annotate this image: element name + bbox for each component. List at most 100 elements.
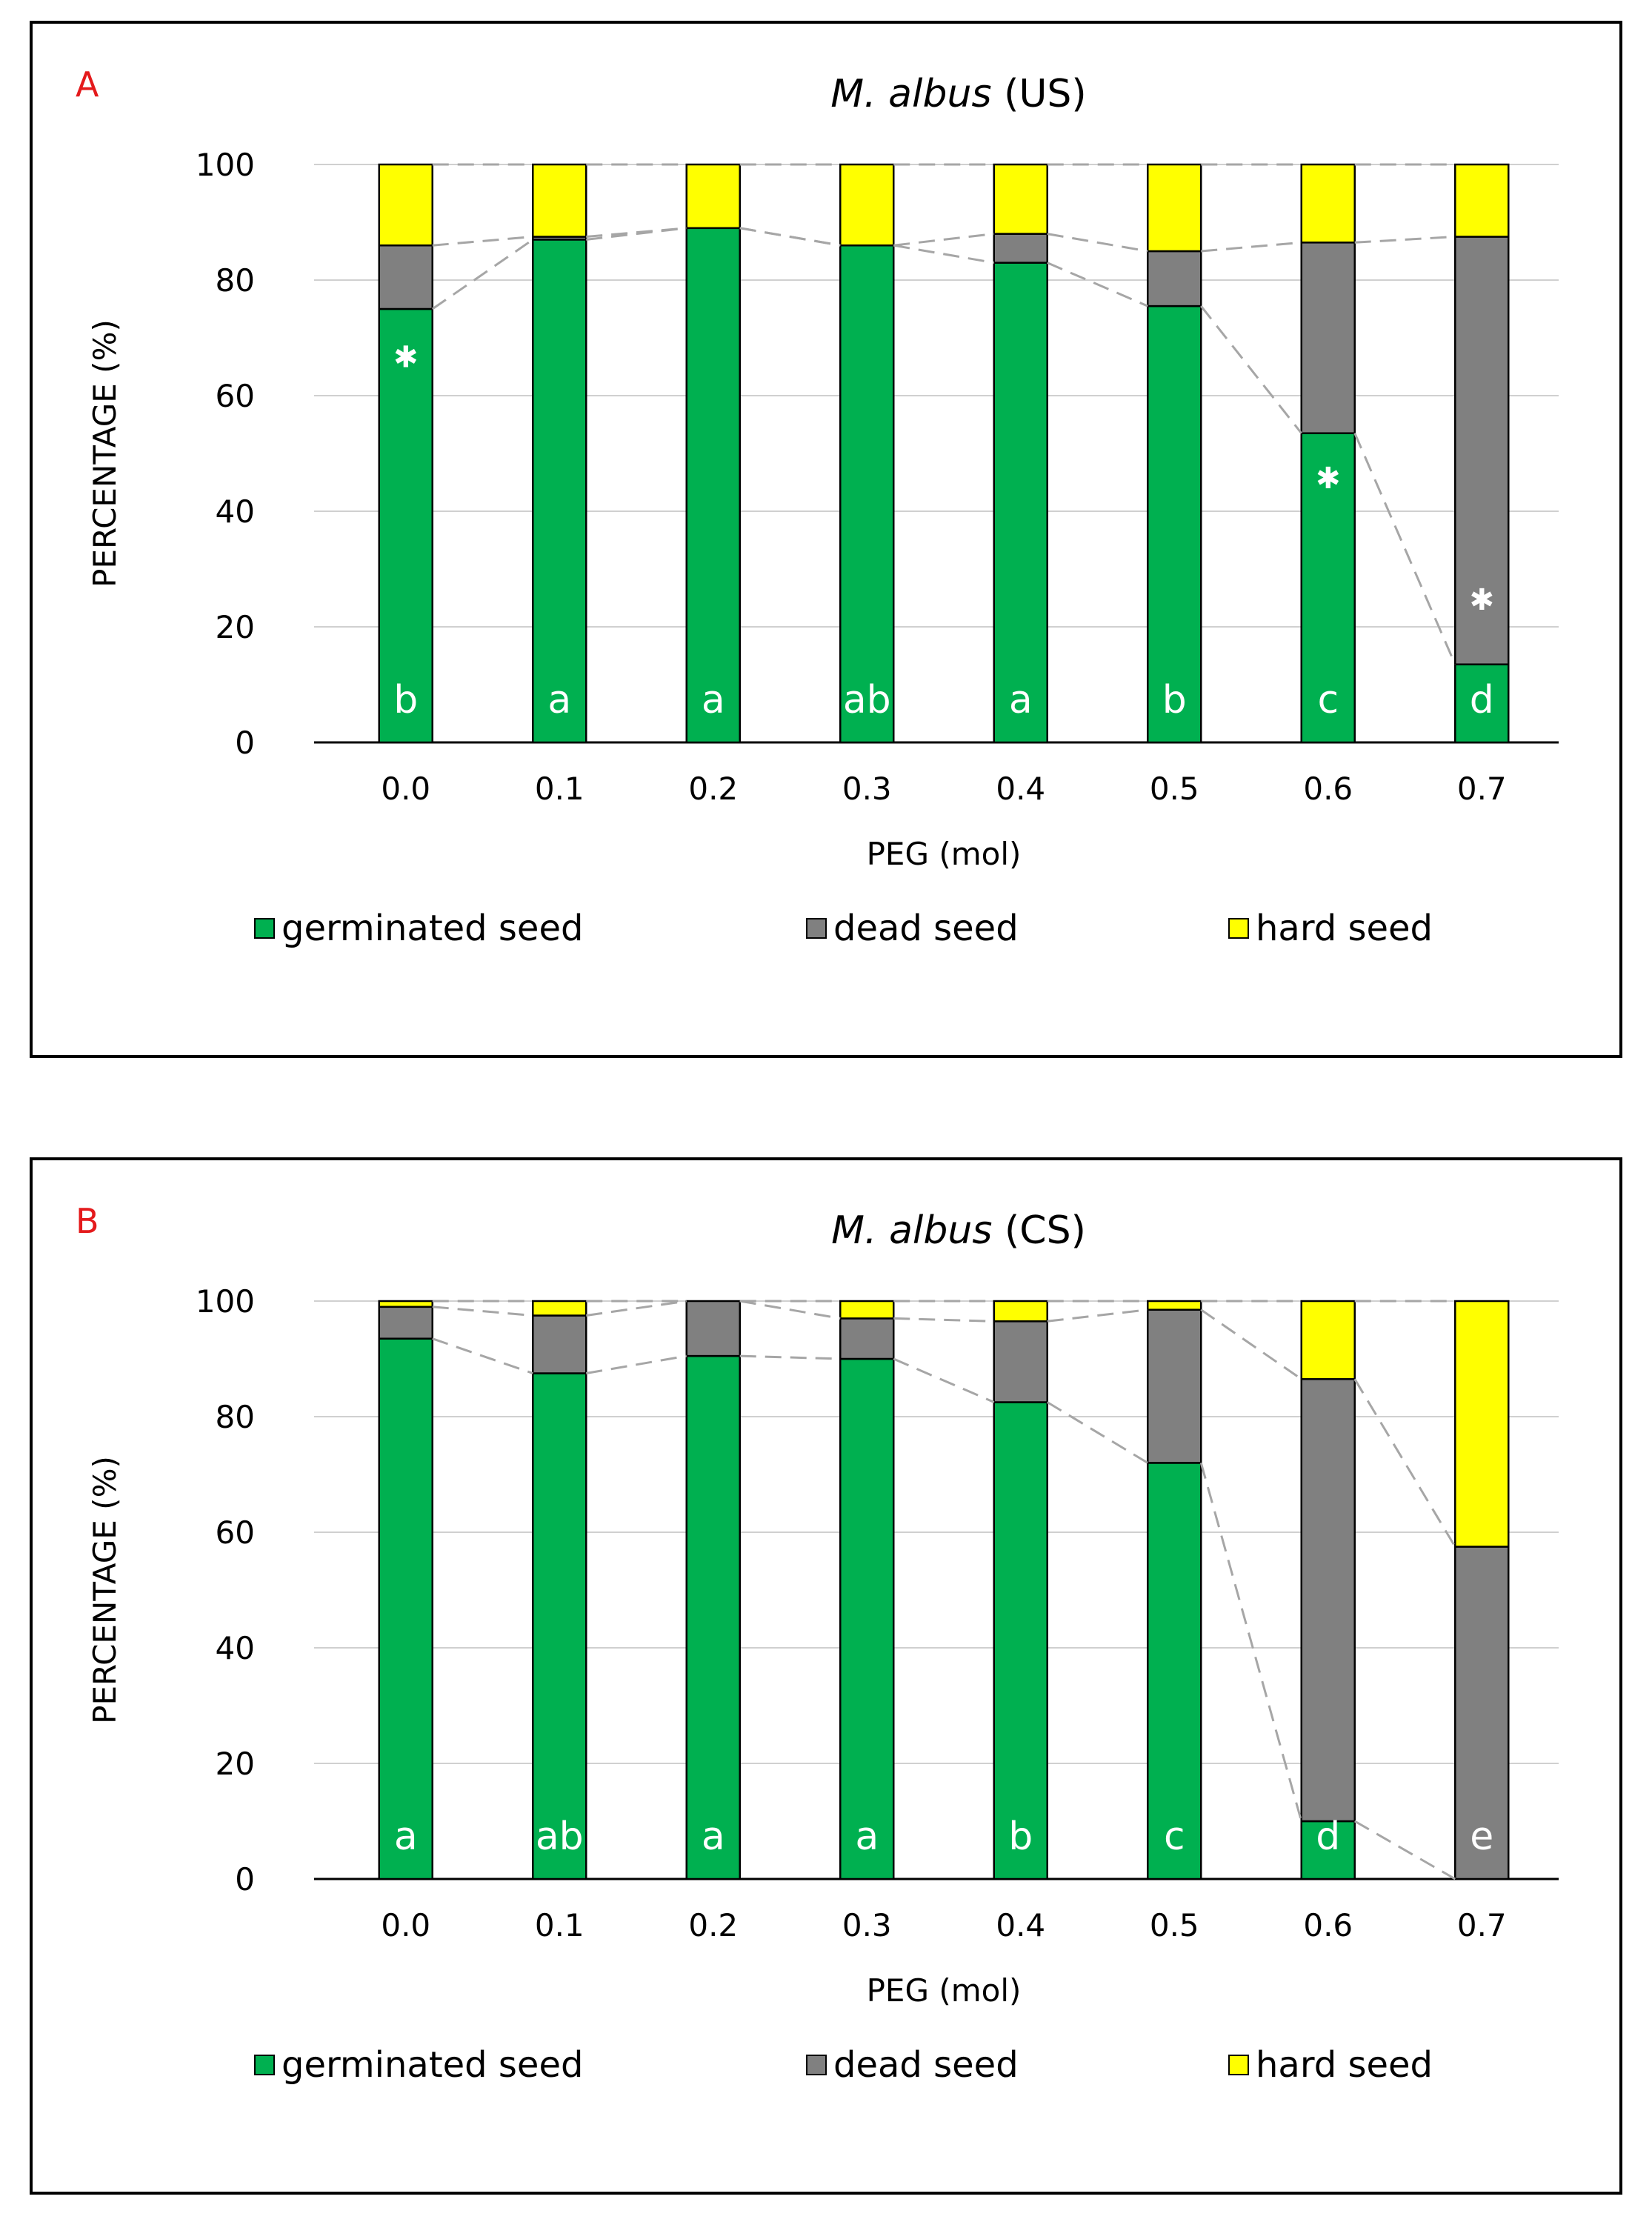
x-tick-label: 0.2 bbox=[688, 1907, 738, 1943]
significance-letter: a bbox=[702, 678, 725, 722]
y-tick-label: 20 bbox=[216, 1746, 255, 1782]
significance-letter: a bbox=[394, 1815, 418, 1859]
bar-germinated-segment bbox=[378, 1337, 433, 1880]
x-axis-label: PEG (mol) bbox=[867, 1972, 1022, 2009]
bar-germinated-segment bbox=[532, 239, 587, 744]
significance-letter: a bbox=[855, 1815, 879, 1859]
significance-letter: c bbox=[1317, 678, 1339, 722]
bar-dead-segment bbox=[1147, 250, 1202, 307]
significance-asterisk: ✱ bbox=[1469, 583, 1494, 617]
significance-letter: ab bbox=[843, 678, 891, 722]
title-suffix: (US) bbox=[1004, 72, 1087, 116]
series-connector-line bbox=[739, 227, 841, 247]
bar-hard-segment bbox=[1300, 1300, 1356, 1380]
bar-hard-segment bbox=[1300, 163, 1356, 244]
series-connector-line bbox=[1047, 1308, 1148, 1323]
y-tick-label: 0 bbox=[235, 725, 255, 761]
legend-label: dead seed bbox=[833, 2044, 1019, 2086]
bar-hard-segment bbox=[993, 163, 1048, 235]
legend-swatch bbox=[1228, 918, 1249, 939]
legend-swatch bbox=[254, 2055, 275, 2075]
legend-swatch bbox=[806, 2055, 827, 2075]
bar-hard-segment bbox=[378, 163, 433, 247]
significance-letter: d bbox=[1316, 1815, 1340, 1859]
bar-dead-segment bbox=[378, 244, 433, 310]
y-tick-label: 60 bbox=[216, 378, 255, 414]
bar-germinated-segment bbox=[1300, 432, 1356, 744]
bar-hard-segment bbox=[378, 1300, 433, 1308]
series-connector-line bbox=[432, 236, 533, 247]
series-connector-line bbox=[1354, 236, 1456, 244]
significance-letter: ab bbox=[536, 1815, 584, 1859]
bar-germinated-segment bbox=[378, 307, 433, 744]
series-connector-line bbox=[585, 1354, 687, 1374]
chart-title: M. albus (CS) bbox=[831, 1208, 1086, 1253]
significance-letter: a bbox=[1009, 678, 1033, 722]
bar-dead-segment bbox=[1147, 1308, 1202, 1464]
chart-a-svg: A M. albus (US) 0 20 40 60 80 100 PERCENTAGE (%)… bbox=[76, 64, 1559, 949]
series-connector-line bbox=[893, 1357, 995, 1403]
bar-germinated-segment bbox=[839, 244, 895, 744]
bar-germinated-segment bbox=[1147, 305, 1202, 744]
x-tick-label: 0.7 bbox=[1457, 1907, 1507, 1943]
bar-hard-segment bbox=[1454, 1300, 1510, 1548]
legend-label: germinated seed bbox=[282, 2044, 583, 2086]
y-tick-label: 80 bbox=[216, 262, 255, 299]
y-tick-label: 80 bbox=[216, 1399, 255, 1435]
series-connector-line bbox=[893, 244, 995, 265]
bar-dead-segment bbox=[685, 1300, 741, 1357]
title-species: M. albus bbox=[830, 72, 1004, 116]
series-connector-line bbox=[739, 1300, 841, 1320]
y-tick-label: 100 bbox=[196, 1283, 255, 1320]
y-tick-label: 0 bbox=[235, 1861, 255, 1898]
bar-dead-segment bbox=[993, 233, 1048, 264]
x-tick-label: 0.2 bbox=[688, 771, 738, 807]
series-connector-line bbox=[1199, 1462, 1303, 1822]
series-connector-line bbox=[586, 227, 687, 238]
chart-title: M. albus (US) bbox=[830, 72, 1086, 116]
series-connector-line bbox=[431, 239, 534, 310]
chart-panel-b: B M. albus (CS) 0 20 40 60 80 100 PERCENTAGE (%)… bbox=[30, 1157, 1622, 2195]
significance-letter: d bbox=[1470, 678, 1494, 722]
x-tick-label: 0.0 bbox=[381, 1907, 430, 1943]
y-axis-label: PERCENTAGE (%) bbox=[87, 319, 123, 588]
significance-letter: b bbox=[1162, 678, 1187, 722]
significance-letter: c bbox=[1164, 1815, 1185, 1859]
series-connector-line bbox=[1200, 1308, 1302, 1380]
title-species: M. albus bbox=[831, 1208, 1005, 1253]
y-axis-label: PERCENTAGE (%) bbox=[87, 1456, 123, 1724]
series-connector-line bbox=[1354, 1820, 1456, 1880]
series-connector-line bbox=[739, 1354, 841, 1360]
bar-hard-segment bbox=[532, 1300, 587, 1317]
bar-germinated-segment bbox=[685, 227, 741, 744]
x-tick-label: 0.3 bbox=[842, 1907, 892, 1943]
legend-swatch bbox=[254, 918, 275, 939]
bar-dead-segment bbox=[532, 1314, 587, 1374]
bar-hard-segment bbox=[1147, 163, 1202, 253]
series-connector-line bbox=[1046, 1401, 1149, 1464]
bar-hard-segment bbox=[1147, 1300, 1202, 1311]
series-connector-line bbox=[1047, 233, 1148, 253]
significance-letter: b bbox=[393, 678, 418, 722]
bar-hard-segment bbox=[532, 163, 587, 238]
series-connector-line bbox=[432, 1337, 533, 1374]
legend-label: hard seed bbox=[1256, 908, 1433, 949]
title-suffix: (CS) bbox=[1005, 1208, 1086, 1253]
chart-panel-a: A M. albus (US) 0 20 40 60 80 100 PERCENTAGE (%)… bbox=[30, 21, 1622, 1058]
significance-asterisk: ✱ bbox=[1316, 462, 1341, 496]
x-tick-label: 0.6 bbox=[1303, 771, 1353, 807]
x-tick-label: 0.7 bbox=[1457, 771, 1507, 807]
series-connector-line bbox=[1200, 305, 1302, 434]
x-axis-label: PEG (mol) bbox=[867, 836, 1022, 872]
bar-hard-segment bbox=[685, 163, 741, 230]
series-connector-line bbox=[1201, 241, 1302, 253]
legend-label: hard seed bbox=[1256, 2044, 1433, 2086]
x-tick-label: 0.3 bbox=[842, 771, 892, 807]
bar-dead-segment bbox=[993, 1320, 1048, 1403]
legend-swatch bbox=[1228, 2055, 1249, 2075]
significance-letter: b bbox=[1008, 1815, 1033, 1859]
series-connector-line bbox=[586, 1300, 687, 1317]
x-tick-label: 0.4 bbox=[996, 771, 1045, 807]
chart-b-svg: B M. albus (CS) 0 20 40 60 80 100 PERCENTAGE (%)… bbox=[76, 1201, 1559, 2086]
series-connector-line bbox=[893, 233, 994, 247]
